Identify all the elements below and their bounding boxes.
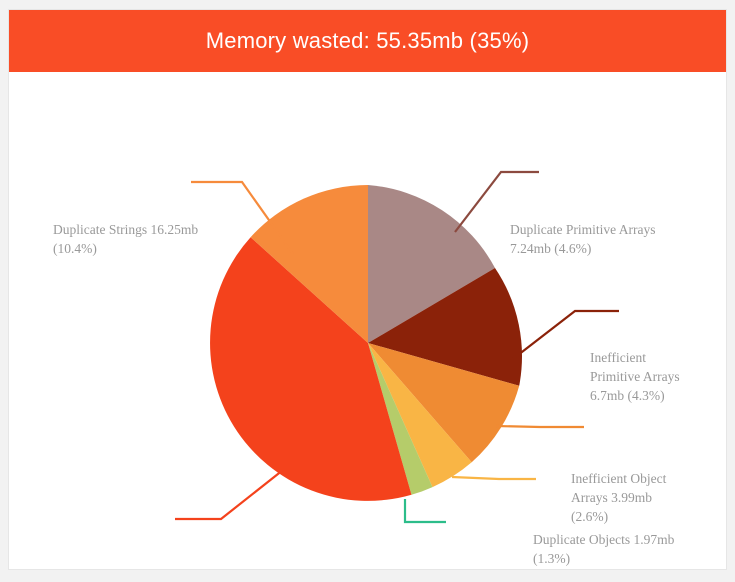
- pie-slice-duplicate-primitive-arrays[interactable]: [368, 185, 495, 343]
- connector-inefficient-object-arrays: [495, 424, 584, 429]
- pie-slices: [210, 185, 522, 501]
- connector-duplicate-objects: [451, 475, 536, 481]
- pie-label-duplicate-primitive-arrays: Duplicate Primitive Arrays 7.24mb (4.6%): [510, 220, 655, 258]
- pie-label-inefficient-object-arrays-line2: Arrays 3.99mb: [571, 490, 652, 505]
- pie-connectors: [175, 170, 619, 524]
- pie-label-inefficient-collections: Inefficient Collections 18.04mb(11.5%): [59, 566, 231, 569]
- pie-slice-duplicate-strings[interactable]: [250, 185, 368, 343]
- pie-slice-objects-waiting-finalization[interactable]: [368, 343, 433, 495]
- pie-chart-container: Duplicate Strings 16.25mb (10.4%) Duplica…: [9, 72, 726, 569]
- pie-label-duplicate-primitive-arrays-line2: 7.24mb (4.6%): [510, 241, 592, 256]
- pie-label-inefficient-primitive-arrays-line1: Inefficient: [590, 350, 646, 365]
- pie-chart-svg: [175, 170, 619, 524]
- pie-label-duplicate-strings-line1: Duplicate Strings 16.25mb: [53, 222, 199, 237]
- pie-slice-inefficient-object-arrays[interactable]: [368, 343, 520, 463]
- pie-slice-inefficient-primitive-arrays[interactable]: [368, 268, 522, 386]
- connector-inefficient-collections: [175, 469, 284, 521]
- pie-label-duplicate-strings: Duplicate Strings 16.25mb (10.4%): [53, 220, 198, 258]
- page-title: Memory wasted: 55.35mb (35%): [205, 28, 530, 53]
- pie-label-inefficient-primitive-arrays: Inefficient Primitive Arrays 6.7mb (4.3%): [590, 348, 680, 405]
- pie-slice-inefficient-collections[interactable]: [210, 237, 412, 501]
- pie-label-duplicate-objects-line1: Duplicate Objects 1.97mb: [533, 532, 675, 547]
- pie-label-duplicate-objects-line2: (1.3%): [533, 551, 571, 566]
- pie-slice-duplicate-objects[interactable]: [368, 343, 472, 488]
- pie-label-inefficient-object-arrays-line3: (2.6%): [571, 509, 609, 524]
- pie-label-duplicate-objects: Duplicate Objects 1.97mb (1.3%): [533, 530, 674, 568]
- pie-label-inefficient-object-arrays: Inefficient Object Arrays 3.99mb (2.6%): [571, 469, 666, 526]
- pie-label-inefficient-object-arrays-line1: Inefficient Object: [571, 471, 667, 486]
- pie-label-inefficient-primitive-arrays-line2: Primitive Arrays: [590, 369, 680, 384]
- connector-duplicate-strings: [191, 180, 294, 255]
- connector-duplicate-primitive-arrays: [454, 170, 539, 233]
- pie-label-duplicate-primitive-arrays-line1: Duplicate Primitive Arrays: [510, 222, 656, 237]
- connector-objects-waiting-finalization: [403, 499, 446, 524]
- pie-label-inefficient-primitive-arrays-line3: 6.7mb (4.3%): [590, 388, 665, 403]
- memory-wasted-card: Memory wasted: 55.35mb (35%): [8, 9, 727, 570]
- pie-label-duplicate-strings-line2: (10.4%): [53, 241, 97, 256]
- pie-label-inefficient-collections-line1: Inefficient Collections 18.04mb: [59, 568, 231, 569]
- card-header: Memory wasted: 55.35mb (35%): [9, 10, 726, 72]
- connector-inefficient-primitive-arrays: [508, 309, 619, 363]
